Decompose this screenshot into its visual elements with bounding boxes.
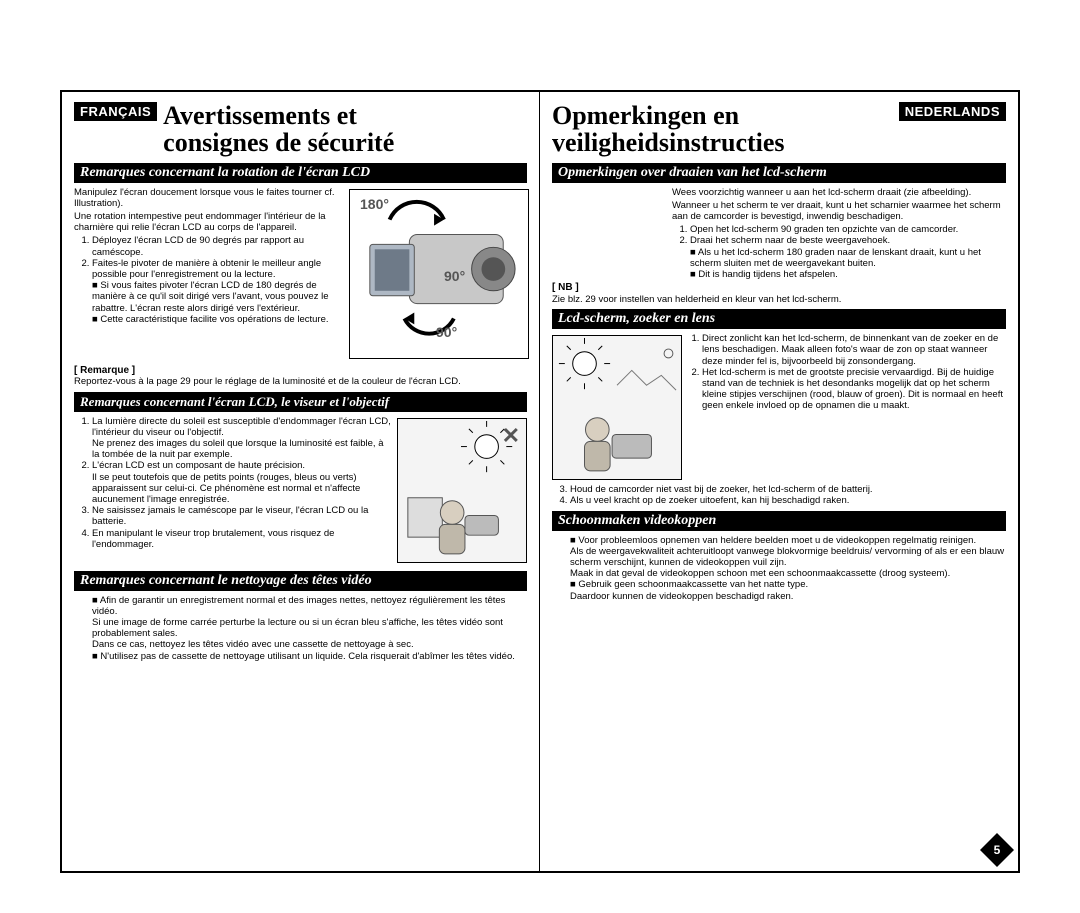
- fr-note: Reportez-vous à la page 29 pour le régla…: [74, 376, 527, 387]
- lang-badge-fr: FRANÇAIS: [74, 102, 157, 121]
- list-item: Gebruik geen schoonmaakcassette van het …: [570, 579, 1006, 601]
- list-item: Afin de garantir un enregistrement norma…: [92, 595, 527, 651]
- sun-good-diagram: ○: [552, 335, 682, 480]
- fr-sec3-ul: Afin de garantir un enregistrement norma…: [74, 595, 527, 662]
- header-fr: FRANÇAIS Avertissements et consignes de …: [74, 102, 527, 157]
- column-french: FRANÇAIS Avertissements et consignes de …: [62, 92, 540, 871]
- li-extra: Als de weergavekwaliteit achteruitloopt …: [570, 546, 1006, 580]
- page-frame: FRANÇAIS Avertissements et consignes de …: [60, 90, 1020, 873]
- nl-sec2-head: Lcd-scherm, zoeker en lens: [552, 309, 1006, 329]
- list-item: Het lcd-scherm is met de grootste precis…: [702, 367, 1006, 412]
- li-extra: Daardoor kunnen de videokoppen beschadig…: [570, 591, 1006, 602]
- nl-sec3-ul: Voor probleemloos opnemen van heldere be…: [552, 535, 1006, 602]
- nl-sec1-ul: Als u het lcd-scherm 180 graden naar de …: [672, 247, 1006, 281]
- fr-sec2-head: Remarques concernant l'écran LCD, le vis…: [74, 392, 527, 412]
- circle-icon: ○: [662, 340, 675, 366]
- list-item: Als u het lcd-scherm 180 graden naar de …: [690, 247, 1006, 269]
- lang-badge-nl: NEDERLANDS: [899, 102, 1006, 121]
- fr-sec3-head: Remarques concernant le nettoyage des tê…: [74, 571, 527, 591]
- column-dutch: Opmerkingen en veiligheidsinstructies NE…: [540, 92, 1018, 871]
- nl-sec1-head: Opmerkingen over draaien van het lcd-sch…: [552, 163, 1006, 183]
- list-item: Houd de camcorder niet vast bij de zoeke…: [570, 484, 1006, 495]
- list-item: Open het lcd-scherm 90 graden ten opzich…: [690, 224, 1006, 235]
- page-number-badge: 5: [980, 833, 1014, 867]
- angle-90a: 90°: [444, 268, 465, 284]
- nl-sec1-intro1: Wees voorzichtig wanneer u aan het lcd-s…: [672, 187, 1006, 198]
- camcorder-diagram: 180° 90° 90°: [349, 189, 529, 359]
- title-fr-line2: consignes de sécurité: [163, 129, 394, 156]
- title-nl-line1: Opmerkingen en: [552, 102, 785, 129]
- nl-sec1-ol: Open het lcd-scherm 90 graden ten opzich…: [672, 224, 1006, 246]
- header-nl: Opmerkingen en veiligheidsinstructies NE…: [552, 102, 1006, 157]
- nl-note: Zie blz. 29 voor instellen van helderhei…: [552, 294, 1006, 305]
- nl-sec2-ol-cont: Houd de camcorder niet vast bij de zoeke…: [552, 484, 1006, 506]
- nl-sec3-head: Schoonmaken videokoppen: [552, 511, 1006, 531]
- list-item: Direct zonlicht kan het lcd-scherm, de b…: [702, 333, 1006, 367]
- title-nl-line2: veiligheidsinstructies: [552, 129, 785, 156]
- nl-sec1-intro2: Wanneer u het scherm te ver draait, kunt…: [672, 200, 1006, 222]
- list-item: Draai het scherm naar de beste weergaveh…: [690, 235, 1006, 246]
- cross-icon: ✕: [502, 423, 520, 449]
- page-number: 5: [994, 843, 1001, 857]
- list-item: Voor probleemloos opnemen van heldere be…: [570, 535, 1006, 580]
- title-fr-line1: Avertissements et: [163, 102, 394, 129]
- sun-bad-diagram: ✕: [397, 418, 527, 563]
- manual-page: FRANÇAIS Avertissements et consignes de …: [0, 0, 1080, 913]
- angle-180: 180°: [360, 196, 389, 212]
- list-item: N'utilisez pas de cassette de nettoyage …: [92, 651, 527, 662]
- fr-note-label: [ Remarque ]: [74, 365, 527, 377]
- list-item: Als u veel kracht op de zoeker uitoefent…: [570, 495, 1006, 506]
- angle-90b: 90°: [436, 324, 457, 340]
- fr-sec1-head: Remarques concernant la rotation de l'éc…: [74, 163, 527, 183]
- li-extra: Si une image de forme carrée perturbe la…: [92, 617, 527, 651]
- list-item: Dit is handig tijdens het afspelen.: [690, 269, 1006, 280]
- nl-note-label: [ NB ]: [552, 282, 1006, 294]
